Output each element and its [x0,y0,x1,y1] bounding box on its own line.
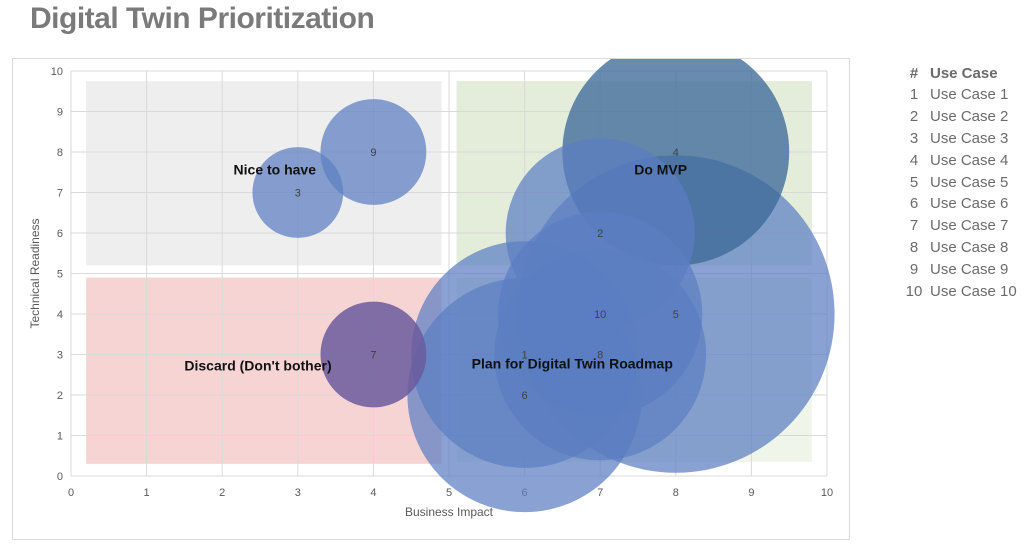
x-tick-label: 2 [219,487,225,499]
legend-row-num: 8 [909,238,919,256]
bubble-label: 1 [522,350,528,362]
x-tick-label: 0 [68,487,74,499]
legend-row-name: Use Case 5 [930,173,1009,191]
legend-row: 2 Use Case 2 [898,106,1017,128]
quadrant-label: Nice to have [234,161,317,177]
legend-row: 5 Use Case 5 [898,171,1017,193]
legend-row: 10 Use Case 10 [898,280,1017,302]
quadrant-label: Plan for Digital Twin Roadmap [472,356,673,372]
legend-row: 9 Use Case 9 [898,258,1017,280]
x-tick-label: 4 [370,487,376,499]
bubble [252,147,344,238]
bubble-label: 9 [370,147,376,159]
y-tick-label: 0 [57,471,63,483]
legend-row: 3 Use Case 3 [898,128,1017,150]
legend-row: 4 Use Case 4 [898,149,1017,171]
quadrant-label: Discard (Don't bother) [184,358,331,374]
legend-header: # Use Case [898,62,1017,84]
legend-row: 7 Use Case 7 [898,215,1017,237]
legend-row-name: Use Case 2 [930,108,1009,126]
legend-header-name: Use Case [930,64,998,82]
x-tick-label: 1 [144,487,150,499]
bubble-label: 8 [597,350,603,362]
bubble-label: 4 [673,147,679,159]
bubble-label: 2 [597,228,603,240]
y-tick-label: 4 [57,309,63,321]
bubble-label: 3 [295,188,301,200]
x-axis-title: Business Impact [405,505,494,519]
legend-row-num: 2 [909,108,919,126]
legend-row-num: 3 [909,129,919,147]
bubble [505,138,695,328]
legend-row: 1 Use Case 1 [898,84,1017,106]
legend-row-num: 7 [909,217,919,235]
x-tick-label: 7 [597,487,603,499]
page-title: Digital Twin Prioritization [30,2,375,35]
bubble-label: 10 [594,309,606,321]
legend-row-num: 9 [909,260,919,278]
chart-frame: 0 1 2 3 4 5 6 7 8 9 10 0 1 2 3 4 5 6 7 8 9 10 Business Impact T… [12,58,850,540]
x-tick-label: 3 [295,487,301,499]
bubble [320,301,427,408]
legend-header-num: # [909,64,919,82]
legend-row-name: Use Case 7 [930,217,1009,235]
y-tick-label: 5 [57,269,63,281]
y-tick-label: 6 [57,228,63,240]
x-tick-label: 9 [748,487,754,499]
y-tick-label: 3 [57,350,63,362]
x-tick-label: 5 [446,487,452,499]
y-tick-label: 7 [57,188,63,200]
legend-row-name: Use Case 10 [930,282,1017,300]
legend-row-name: Use Case 9 [930,260,1009,278]
bubble [320,99,427,205]
y-tick-label: 2 [57,390,63,402]
y-tick-label: 8 [57,147,63,159]
x-tick-label: 8 [673,487,679,499]
bubble-label: 5 [673,309,679,321]
y-tick-label: 9 [57,107,63,119]
bubble-label: 6 [522,390,528,402]
legend-row-name: Use Case 8 [930,238,1009,256]
y-tick-label: 10 [51,66,63,78]
legend-row-name: Use Case 1 [930,86,1009,104]
bubble-label: 7 [370,350,376,362]
legend-row-num: 4 [909,151,919,169]
bubble-chart: 0 1 2 3 4 5 6 7 8 9 10 0 1 2 3 4 5 6 7 8 9 10 Business Impact T… [28,59,835,519]
legend-row-num: 1 [909,86,919,104]
legend-row-name: Use Case 3 [930,129,1009,147]
legend-row: 8 Use Case 8 [898,237,1017,259]
legend-row-num: 10 [905,282,923,300]
legend-row-name: Use Case 4 [930,151,1009,169]
y-tick-label: 1 [57,431,63,443]
legend-row-num: 5 [909,173,919,191]
quadrant-label: Do MVP [634,161,687,177]
legend-row: 6 Use Case 6 [898,193,1017,215]
legend-row-name: Use Case 6 [930,195,1009,213]
y-axis-title: Technical Readiness [28,218,42,328]
x-tick-label: 10 [821,487,833,499]
use-case-legend: # Use Case 1 Use Case 1 2 Use Case 2 3 Use Ca… [898,62,1017,302]
legend-row-num: 6 [909,195,919,213]
